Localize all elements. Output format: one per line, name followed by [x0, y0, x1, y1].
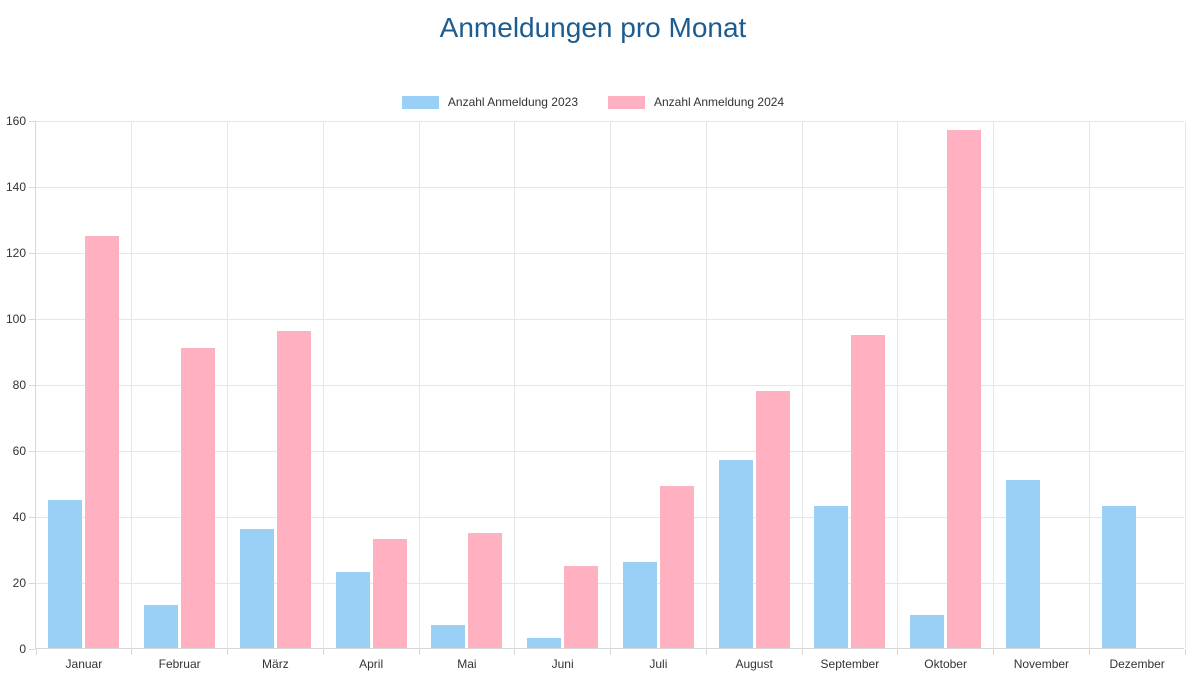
y-axis-label: 0 — [19, 642, 26, 656]
bar-2024-januar[interactable] — [85, 235, 120, 648]
y-axis-label: 60 — [12, 444, 26, 458]
x-axis-label-oktober: Oktober — [924, 657, 967, 671]
bar-2023-september[interactable] — [814, 506, 849, 648]
gridline — [897, 121, 899, 648]
bar-2023-märz[interactable] — [239, 529, 274, 648]
x-axis-label-februar: Februar — [158, 657, 201, 671]
bar-2023-juni[interactable] — [527, 638, 562, 648]
x-axis-tick — [1088, 649, 1090, 655]
bar-2023-februar[interactable] — [144, 605, 179, 648]
x-axis-tick — [801, 649, 803, 655]
x-axis-label-juni: Juni — [551, 657, 574, 671]
x-axis-tick — [514, 649, 516, 655]
bar-2024-august[interactable] — [755, 390, 790, 648]
bar-2023-november[interactable] — [1005, 479, 1040, 648]
gridline — [1184, 121, 1186, 648]
gridline — [705, 121, 707, 648]
gridline — [610, 121, 611, 648]
gridline — [418, 121, 420, 648]
x-axis-tick — [131, 649, 133, 655]
x-axis-label-september: September — [820, 657, 880, 671]
bar-2024-oktober[interactable] — [947, 129, 982, 648]
legend-swatch-2023-icon — [401, 95, 439, 109]
x-axis-tick — [418, 649, 420, 655]
gridline — [131, 121, 133, 648]
x-axis-label-august: August — [735, 657, 773, 671]
x-axis-tick — [705, 649, 707, 655]
x-axis-tick — [897, 649, 899, 655]
bar-2024-september[interactable] — [851, 334, 886, 648]
bar-2023-oktober[interactable] — [910, 615, 945, 648]
x-axis-label-mai: Mai — [457, 657, 477, 671]
plot-area: 0 20 40 60 80 100 120 140 160 Januar Februar März Ap… — [6, 114, 1186, 671]
y-axis-label: 20 — [12, 576, 26, 590]
legend-swatch-2024-icon — [608, 95, 645, 109]
gridline — [1088, 121, 1090, 648]
y-axis-tick — [29, 648, 35, 650]
x-axis-tick — [322, 649, 324, 655]
y-axis-label: 100 — [5, 312, 26, 326]
bar-2023-april[interactable] — [335, 572, 370, 648]
chart-title: Anmeldungen pro Monat — [439, 12, 747, 43]
bar-2024-april[interactable] — [372, 539, 407, 648]
y-axis-tick — [29, 318, 35, 320]
y-axis-label: 40 — [12, 510, 26, 524]
y-axis-tick — [29, 384, 35, 386]
x-axis-label-juli: Juli — [649, 657, 668, 671]
bar-2023-juli[interactable] — [622, 562, 657, 648]
legend-item-2023[interactable]: Anzahl Anmeldung 2023 — [401, 95, 578, 109]
y-axis-tick — [29, 582, 35, 584]
legend-label-2024: Anzahl Anmeldung 2024 — [654, 95, 785, 109]
gridline — [227, 121, 228, 648]
y-axis-tick — [29, 516, 35, 518]
x-axis-label-november: November — [1013, 657, 1070, 671]
bar-2024-februar[interactable] — [181, 347, 216, 648]
x-axis-tick — [993, 649, 994, 655]
bar-2023-dezember[interactable] — [1101, 506, 1136, 648]
bar-2023-januar[interactable] — [48, 499, 83, 648]
y-axis-label: 140 — [5, 180, 26, 194]
bar-2023-august[interactable] — [718, 459, 753, 648]
chart-legend: Anzahl Anmeldung 2023 Anzahl Anmeldung 2… — [0, 95, 1186, 109]
gridline — [514, 121, 516, 648]
bar-2024-juni[interactable] — [564, 565, 599, 648]
gridline — [322, 121, 324, 648]
legend-label-2023: Anzahl Anmeldung 2023 — [447, 95, 578, 109]
x-axis-tick — [1184, 649, 1186, 655]
bar-2023-mai[interactable] — [431, 624, 466, 648]
x-axis-tick — [610, 649, 611, 655]
y-axis-label: 120 — [5, 246, 26, 260]
y-axis-tick — [29, 450, 35, 452]
y-axis-label: 80 — [12, 378, 26, 392]
x-axis-tick — [35, 649, 37, 655]
y-axis-tick — [29, 120, 35, 122]
x-axis-label-märz: März — [262, 657, 289, 671]
gridline — [993, 121, 994, 648]
x-axis-tick — [227, 649, 228, 655]
x-axis-label-april: April — [359, 657, 384, 671]
y-axis-label: 160 — [5, 114, 26, 128]
x-axis-label-dezember: Dezember — [1109, 657, 1165, 671]
bar-2024-juli[interactable] — [659, 486, 694, 648]
bar-2024-mai[interactable] — [468, 532, 503, 648]
y-axis-tick — [29, 252, 35, 254]
bar-2024-märz[interactable] — [276, 331, 311, 648]
x-axis-label-januar: Januar — [65, 657, 103, 671]
y-axis-tick — [29, 186, 35, 188]
gridline — [801, 121, 803, 648]
legend-item-2024[interactable]: Anzahl Anmeldung 2024 — [608, 95, 784, 109]
